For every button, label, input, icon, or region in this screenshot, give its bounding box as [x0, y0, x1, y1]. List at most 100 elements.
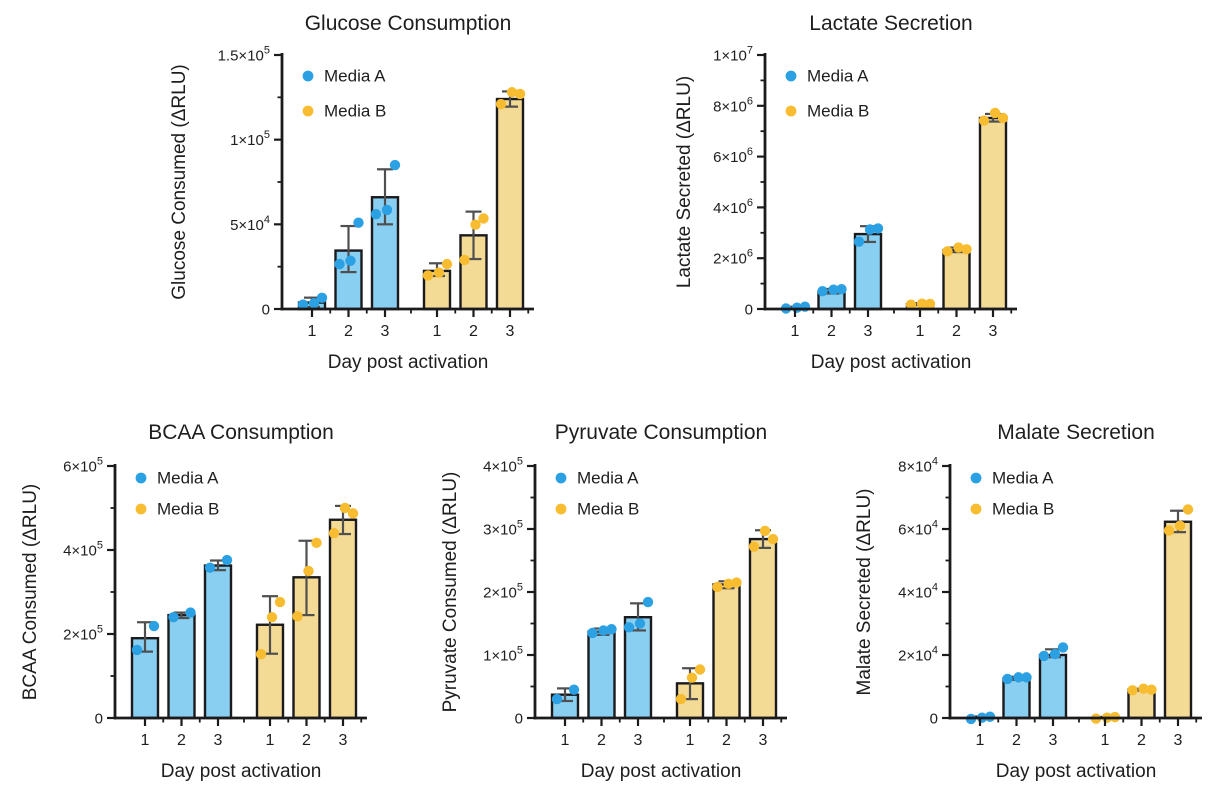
data-point	[204, 562, 216, 573]
x-axis-label: Day post activation	[581, 761, 742, 782]
y-tick-label: 0	[745, 302, 753, 319]
y-tick-label: 2×106	[713, 248, 753, 268]
bar	[1163, 520, 1193, 720]
data-point	[328, 528, 340, 539]
data-point	[308, 298, 320, 309]
x-tick-label: 1	[141, 732, 150, 749]
x-tick-label: 2	[722, 732, 731, 749]
data-point	[389, 159, 401, 171]
chart-title: Lactate Secretion	[809, 12, 972, 35]
y-tick-label: 4×106	[713, 197, 753, 217]
x-tick-label: 3	[214, 732, 223, 749]
data-point	[978, 115, 990, 126]
x-tick-label: 3	[1174, 732, 1183, 749]
x-tick-label: 3	[339, 732, 348, 749]
legend-marker	[785, 105, 797, 117]
bars	[550, 537, 778, 720]
x-axis-label: Day post activation	[996, 761, 1157, 782]
data-point	[961, 244, 972, 255]
data-point	[712, 581, 723, 593]
y-tick-label: 0	[262, 302, 270, 319]
x-tick-label: 1	[791, 323, 800, 340]
glucose-consumption-chart: Glucose Consumption 0 5×104 1×105 1.5×105 1 2 3…	[169, 12, 534, 373]
data-point	[606, 623, 617, 635]
data-point	[817, 286, 828, 297]
x-tick-label: 1	[266, 732, 275, 749]
x-tick-label: 3	[759, 732, 768, 749]
data-point	[292, 611, 303, 622]
y-tick-label: 2×104	[898, 645, 938, 665]
legend-marker	[785, 70, 797, 82]
x-tick-label: 2	[469, 323, 478, 340]
x-tick-label: 2	[344, 323, 353, 340]
y-axis-label: Pyruvate Consumed (ΔRLU)	[440, 472, 461, 713]
y-axis-label: Glucose Consumed (ΔRLU)	[169, 64, 190, 300]
y-tick-label: 8×104	[898, 456, 938, 476]
data-point	[495, 98, 507, 110]
malate-secretion-chart: Malate Secretion 0 2×104 4×104 6×104 8×104 1 2 3…	[854, 421, 1202, 782]
data-points	[551, 525, 779, 705]
data-point	[642, 596, 654, 608]
data-point	[759, 525, 771, 537]
data-point	[168, 612, 179, 623]
data-point	[221, 554, 233, 566]
y-tick-label: 1.5×105	[218, 45, 270, 65]
x-tick-label: 3	[1049, 732, 1058, 749]
x-tick-label: 1	[976, 732, 985, 749]
legend-marker	[970, 503, 982, 515]
data-point	[514, 88, 526, 100]
bar	[712, 583, 741, 720]
data-point	[916, 298, 928, 309]
y-tick-label: 4×105	[483, 456, 523, 476]
data-point	[1163, 525, 1175, 536]
x-tick-label: 3	[989, 323, 998, 340]
data-points	[131, 502, 359, 660]
data-point	[303, 565, 314, 577]
bar	[495, 97, 525, 311]
legend-label: Media B	[157, 500, 219, 519]
legend-label: Media B	[577, 500, 639, 519]
data-point	[339, 502, 351, 514]
x-tick-label: 2	[827, 323, 836, 340]
data-point	[441, 258, 453, 270]
chart-title: BCAA Consumption	[148, 421, 334, 444]
x-tick-label: 3	[506, 323, 515, 340]
bar	[978, 116, 1008, 311]
x-ticks	[563, 718, 783, 726]
x-tick-label: 3	[634, 732, 643, 749]
bar	[1038, 653, 1068, 720]
y-tick-label: 6×104	[898, 519, 938, 539]
legend-label: Media B	[807, 102, 869, 121]
legend-label: Media B	[992, 500, 1054, 519]
data-point	[1013, 672, 1024, 683]
x-ticks	[978, 718, 1198, 726]
data-point	[506, 87, 518, 98]
y-ticks	[527, 464, 535, 720]
bars	[967, 520, 1193, 720]
bar	[748, 537, 778, 720]
data-points	[297, 87, 526, 310]
data-point	[942, 246, 953, 257]
data-point	[905, 299, 917, 310]
data-points	[780, 107, 1009, 314]
y-tick-label: 6×105	[63, 456, 103, 476]
data-point	[185, 607, 196, 618]
y-axis-label: BCAA Consumed (ΔRLU)	[20, 484, 41, 701]
bar	[587, 630, 616, 720]
x-ticks	[310, 309, 530, 317]
legend-label: Media B	[324, 102, 386, 121]
data-point	[422, 270, 434, 281]
data-point	[1174, 520, 1186, 532]
legend-marker	[970, 472, 982, 484]
x-axis-label: Day post activation	[811, 352, 972, 373]
data-point	[828, 284, 839, 295]
y-tick-label: 1×107	[713, 45, 753, 65]
y-tick-label: 0	[930, 711, 938, 728]
data-point	[347, 508, 359, 519]
data-point	[989, 107, 1001, 119]
bcaa-consumption-chart: BCAA Consumption 0 2×105 4×105 6×105 1 2 3 1 2 3 Da…	[20, 421, 367, 782]
data-point	[953, 242, 964, 253]
legend-label: Media A	[807, 67, 869, 86]
data-point	[345, 255, 356, 266]
